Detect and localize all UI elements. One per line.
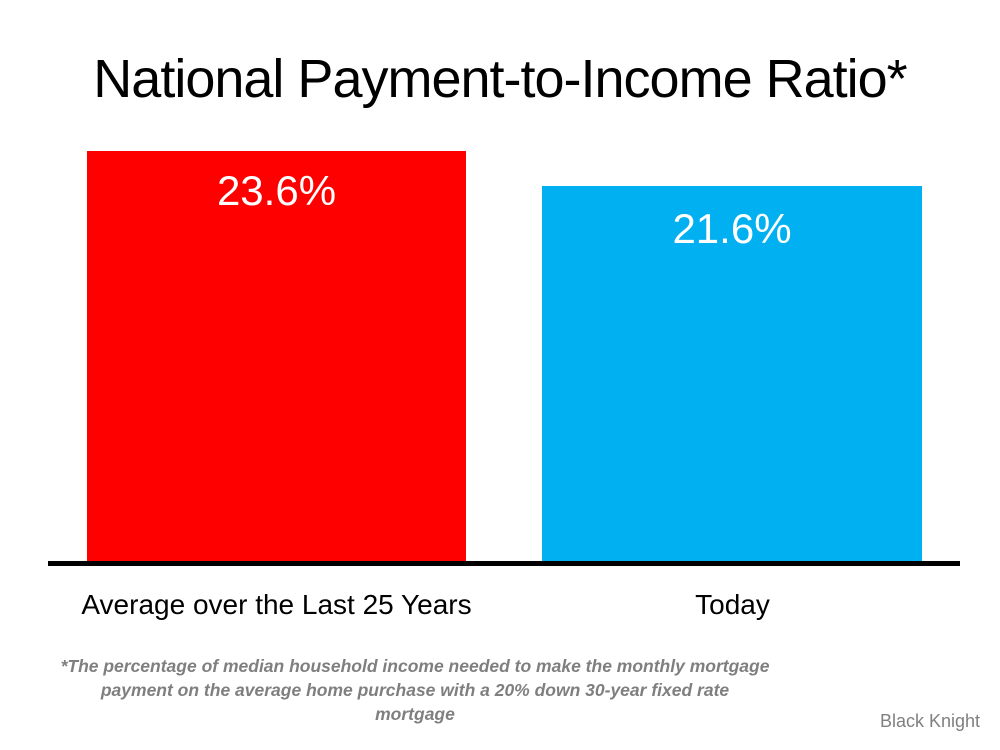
- footnote-line-1: *The percentage of median household inco…: [60, 656, 770, 676]
- bar-value-today: 21.6%: [672, 205, 792, 252]
- footnote-line-2: payment on the average home purchase wit…: [100, 680, 730, 724]
- category-label-average-25-years: Average over the Last 25 Years: [81, 589, 472, 620]
- category-label-today: Today: [695, 589, 770, 620]
- bar-value-average-25-years: 23.6%: [216, 167, 337, 214]
- footnote: *The percentage of median household inco…: [60, 654, 770, 726]
- x-axis-baseline: [48, 561, 960, 566]
- bar-average-25-years: 23.6%: [87, 151, 466, 561]
- bar-today: 21.6%: [542, 186, 922, 561]
- chart-title: National Payment-to-Income Ratio*: [93, 49, 907, 109]
- source-credit: Black Knight: [879, 711, 980, 731]
